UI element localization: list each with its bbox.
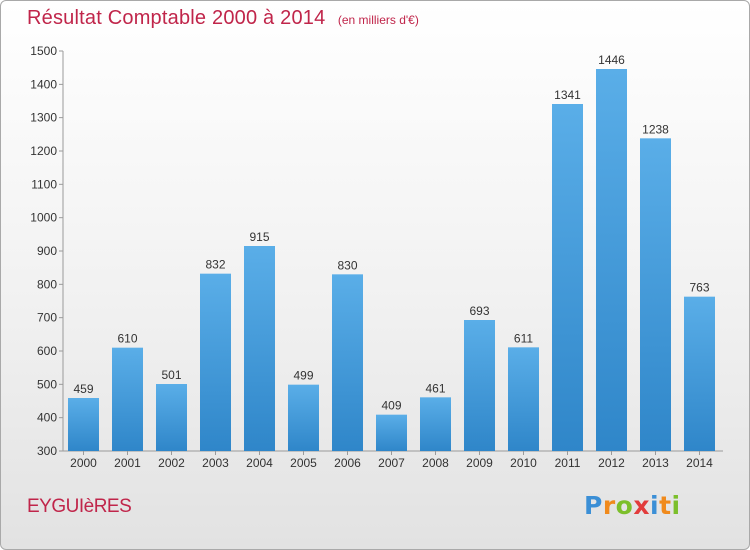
proxiti-logo: Proxiti — [584, 491, 681, 520]
data-label: 763 — [689, 281, 709, 295]
data-label: 1238 — [642, 122, 669, 136]
y-tick-label: 1100 — [31, 177, 57, 191]
x-tick-label: 2005 — [290, 456, 317, 470]
commune-name: EYGUIèRES — [27, 496, 132, 517]
x-tick-label: 2012 — [598, 456, 625, 470]
y-tick-label: 600 — [37, 344, 57, 358]
y-tick-label: 800 — [37, 277, 57, 291]
x-tick-label: 2009 — [466, 456, 493, 470]
y-tick-label: 1200 — [30, 144, 57, 158]
data-label: 501 — [161, 368, 181, 382]
y-tick-label: 400 — [37, 411, 57, 425]
data-label: 611 — [514, 331, 533, 345]
x-tick-label: 2001 — [114, 456, 141, 470]
logo-letter: i — [650, 491, 660, 520]
data-label: 915 — [249, 230, 269, 244]
x-tick-label: 2003 — [202, 456, 229, 470]
y-tick-label: 1000 — [30, 211, 57, 225]
bar-2011 — [552, 104, 583, 451]
data-label: 461 — [425, 381, 445, 395]
data-label: 1341 — [554, 88, 581, 102]
y-tick-label: 500 — [37, 377, 57, 391]
bar-2013 — [640, 138, 671, 452]
logo-letter: r — [602, 491, 616, 520]
y-tick-label: 1400 — [30, 77, 57, 91]
logo-letter: o — [615, 491, 634, 520]
title-block: Résultat Comptable 2000 à 2014 (en milli… — [27, 7, 419, 30]
bars — [68, 69, 715, 452]
data-label: 1446 — [598, 53, 625, 67]
bar-2002 — [156, 384, 187, 451]
x-tick-label: 2014 — [686, 456, 713, 470]
bar-2010 — [508, 347, 539, 451]
y-tick-label: 1300 — [30, 111, 57, 125]
y-tick-label: 1500 — [30, 44, 57, 58]
y-tick-label: 700 — [37, 311, 57, 325]
chart-title: Résultat Comptable 2000 à 2014 — [27, 7, 326, 29]
logo-letter: t — [659, 491, 672, 520]
x-tick-label: 2002 — [158, 456, 185, 470]
logo-letter: i — [671, 491, 681, 520]
bar-2000 — [68, 398, 99, 451]
bar-2007 — [376, 414, 407, 451]
x-tick-label: 2010 — [510, 456, 537, 470]
data-label: 409 — [381, 399, 401, 413]
x-tick-label: 2008 — [422, 456, 449, 470]
bar-2004 — [244, 246, 275, 451]
chart-subtitle: (en milliers d'€) — [337, 13, 419, 27]
data-label: 610 — [117, 332, 137, 346]
bar-2008 — [420, 397, 451, 451]
logo-letter: P — [584, 491, 603, 520]
y-tick-label: 300 — [37, 444, 57, 458]
data-label: 499 — [293, 369, 313, 383]
bar-2001 — [112, 347, 143, 451]
x-tick-label: 2011 — [555, 456, 581, 470]
x-tick-label: 2006 — [334, 456, 361, 470]
data-label: 693 — [469, 304, 489, 318]
data-label: 832 — [205, 258, 225, 272]
bar-2005 — [288, 384, 319, 451]
bar-2014 — [684, 296, 715, 451]
data-labels: 459 610 501 832 915 499 830 409 461 693 611 1341 144… — [73, 53, 709, 413]
bar-2009 — [464, 320, 495, 451]
bar-2006 — [332, 274, 363, 451]
x-tick-label: 2013 — [642, 456, 669, 470]
bar-2003 — [200, 273, 231, 451]
x-tick-label: 2007 — [378, 456, 405, 470]
logo-letter: x — [633, 491, 650, 520]
y-tick-label: 900 — [37, 244, 57, 258]
data-label: 830 — [337, 258, 357, 272]
data-label: 459 — [73, 382, 93, 396]
bar-2012 — [596, 69, 627, 451]
x-tick-label: 2000 — [70, 456, 97, 470]
x-tick-label: 2004 — [246, 456, 273, 470]
